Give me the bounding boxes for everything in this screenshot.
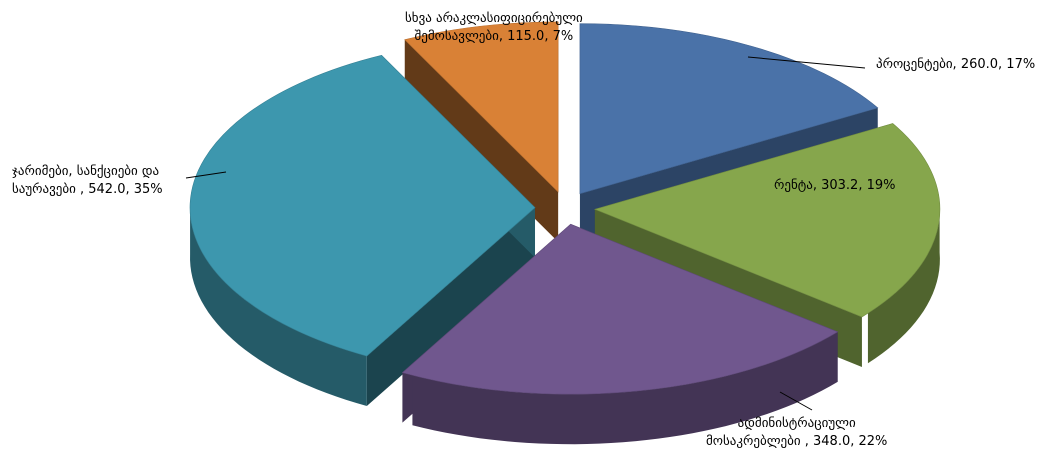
slice-label-line: პროცენტები, 260.0, 17% (876, 57, 1036, 72)
slice-label-rent: რენტა, 303.2, 19% (774, 177, 896, 195)
slice-4 (404, 21, 559, 193)
slice-label-fines: ჯარიმები, სანქციები და საურავები , 542.0… (12, 163, 163, 199)
leader-line (747, 56, 866, 69)
slice-wall (366, 207, 536, 407)
leader-line (185, 171, 227, 179)
slice-label-interest: პროცენტები, 260.0, 17% (876, 56, 1035, 74)
slice-side (412, 331, 838, 445)
slice-label-line: შემოსავლები, 115.0, 7% (414, 29, 574, 44)
slice-0 (579, 23, 879, 195)
slice-label-admin-fees: ადმინისტრაციული მოსაკრებლები , 348.0, 22… (706, 415, 887, 451)
slice-label-other: სხვა არაკლასიფიცირებული შემოსავლები, 115… (405, 10, 583, 46)
slice-wall (404, 39, 559, 242)
slice-2 (401, 223, 839, 395)
slice-label-line: ჯარიმები, სანქციები და (12, 164, 160, 179)
slice-label-line: მოსაკრებლები , 348.0, 22% (706, 434, 888, 449)
slice-label-line: რენტა, 303.2, 19% (774, 178, 896, 193)
slice-1 (593, 123, 941, 318)
slice-label-line: სხვა არაკლასიფიცირებული (405, 11, 583, 26)
slice-label-line: საურავები , 542.0, 35% (12, 182, 163, 197)
leader-line (779, 391, 813, 411)
slice-side (190, 204, 367, 407)
slice-3 (189, 54, 536, 357)
slice-side (867, 202, 940, 364)
slice-label-line: ადმინისტრაციული (737, 416, 856, 431)
